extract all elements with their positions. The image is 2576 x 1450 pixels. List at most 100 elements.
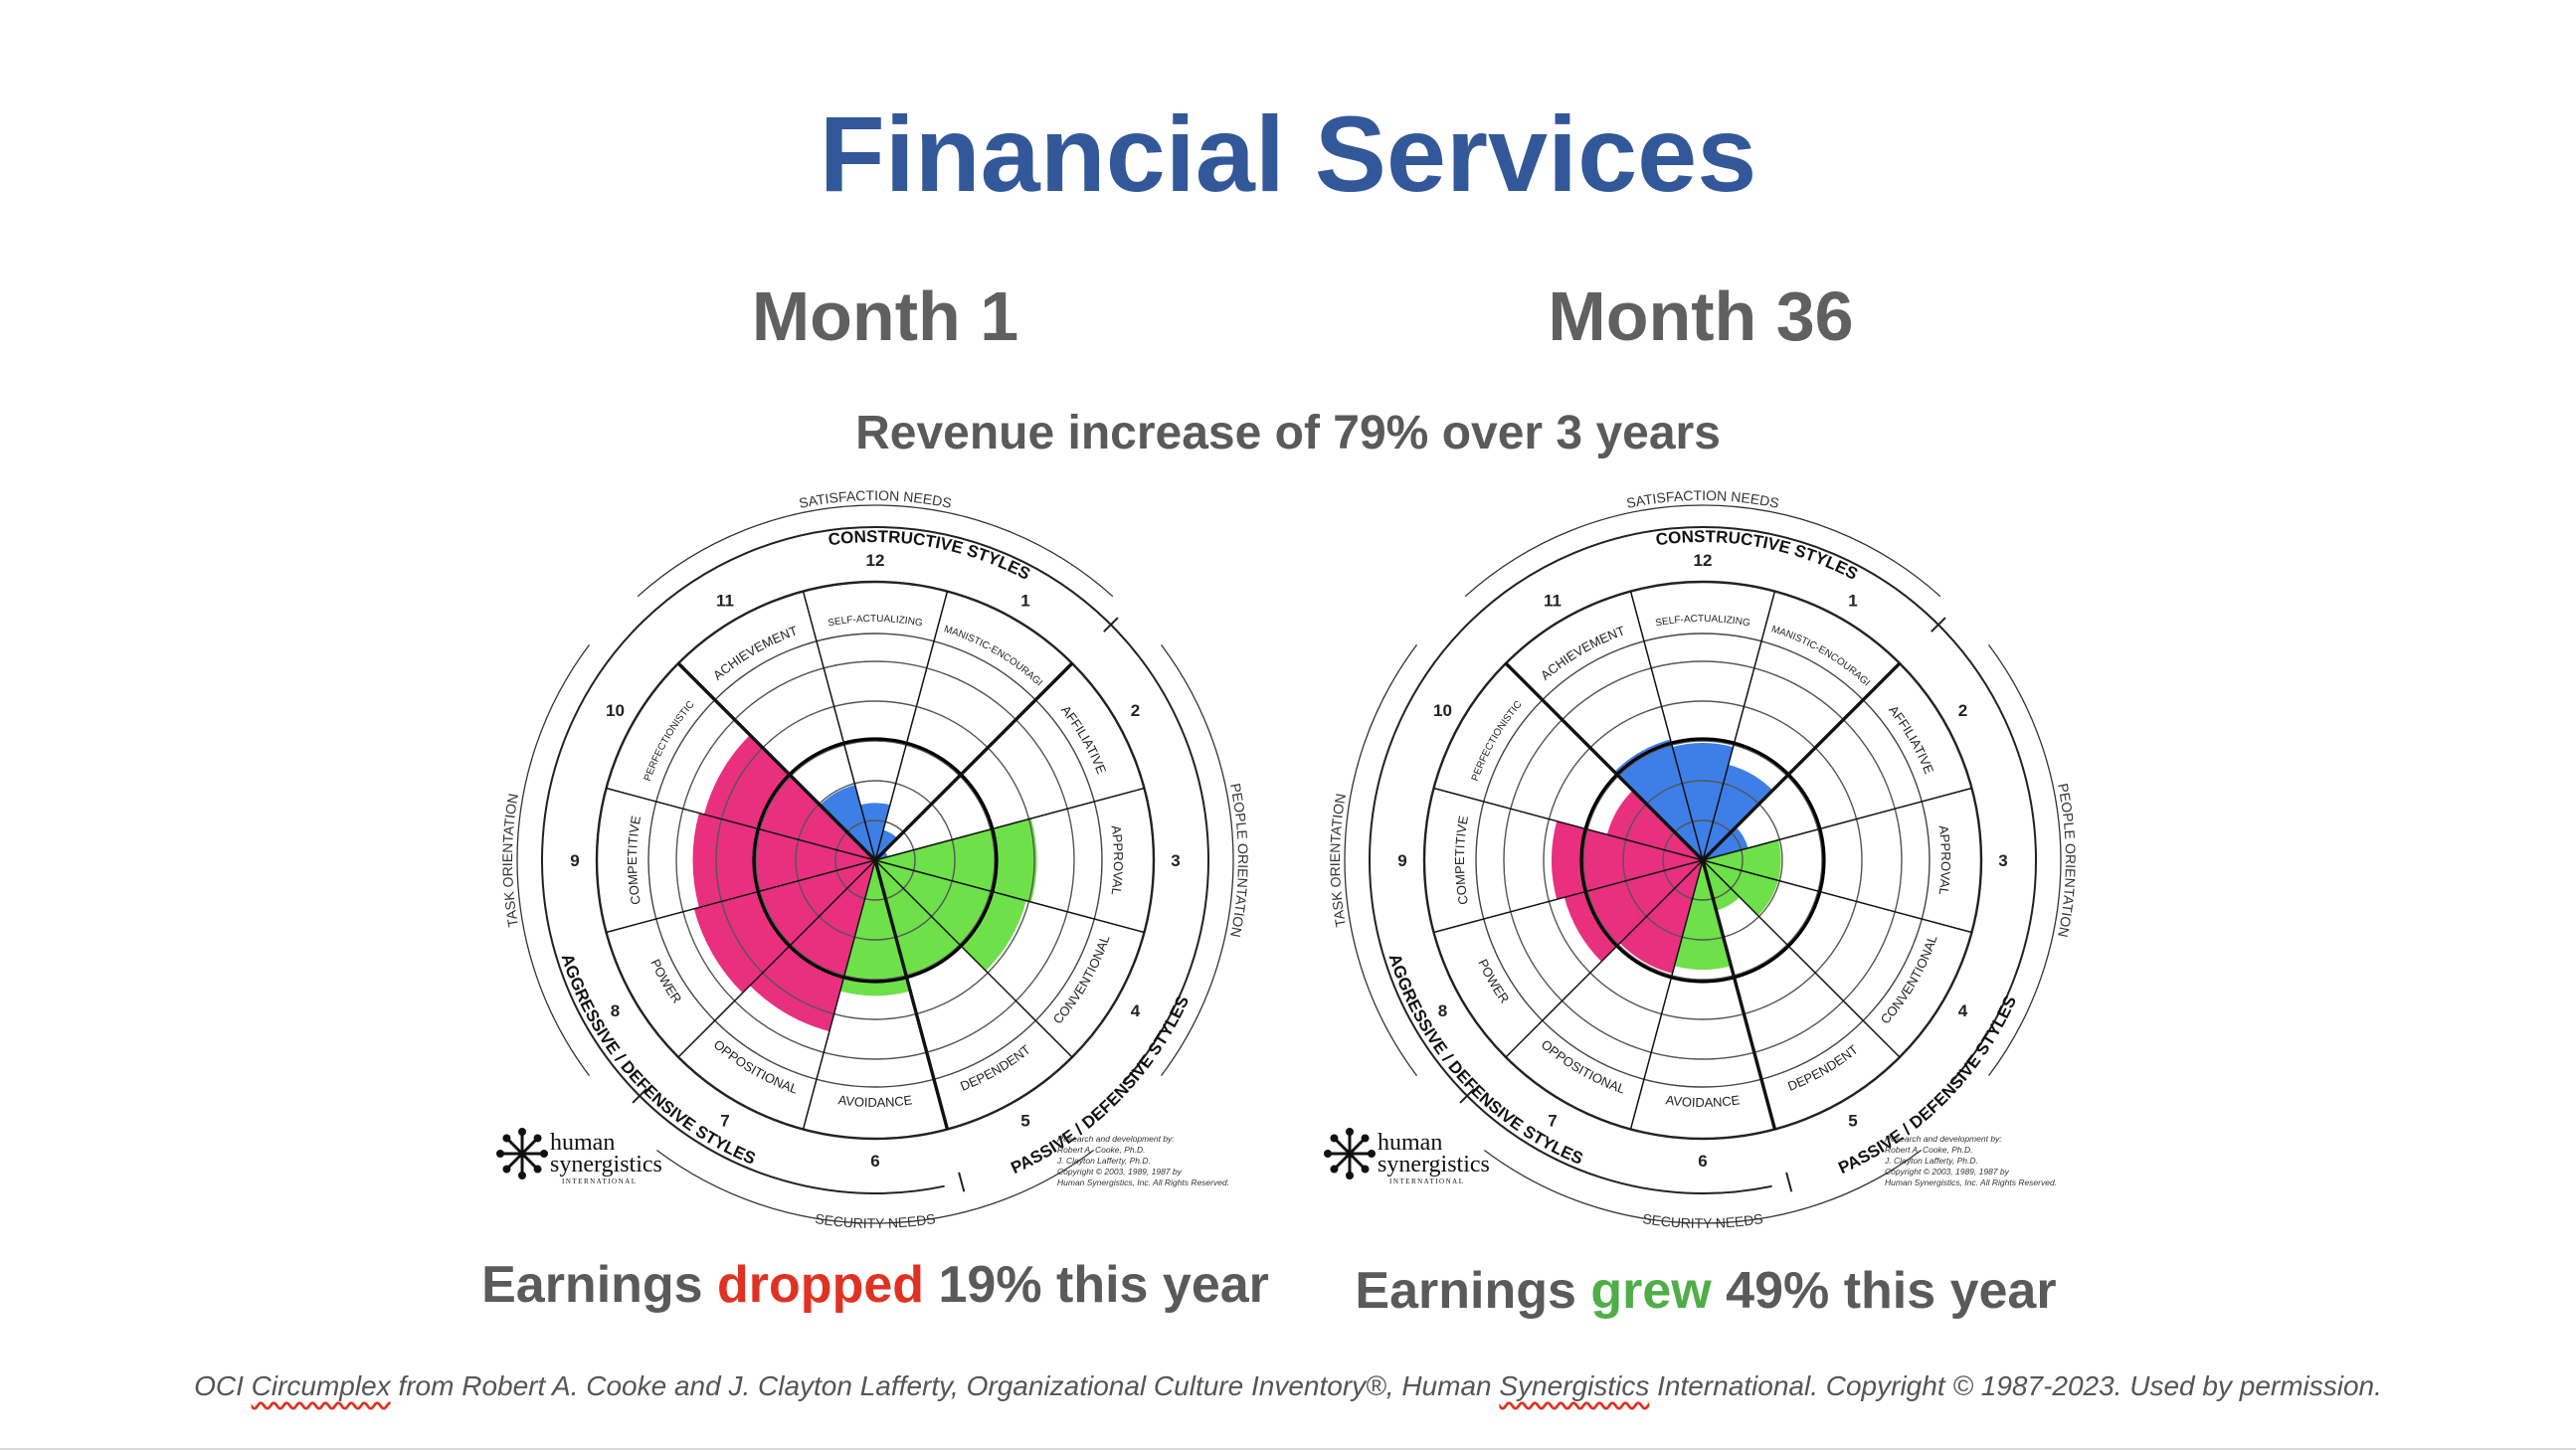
- segment-divider: [606, 859, 876, 934]
- segment-divider: [1629, 859, 1704, 1130]
- needs-label-task: TASK ORIENTATION: [499, 793, 521, 929]
- segment-divider: [874, 859, 1073, 1058]
- style-number: 12: [866, 551, 885, 570]
- logo-ray-icon: [1348, 1152, 1366, 1170]
- page-title: Financial Services: [819, 93, 1757, 214]
- style-label-self-actualizing: SELF-ACTUALIZING: [828, 614, 924, 630]
- style-bar-competitive: [692, 813, 875, 908]
- style-label-perfectionistic: PERFECTIONISTIC: [1470, 699, 1525, 783]
- logo-ray-icon: [520, 1152, 538, 1170]
- logo-ray-icon: [506, 1138, 524, 1156]
- style-number: 11: [1544, 591, 1562, 610]
- research-credit-line: Human Synergistics, Inc. All Rights Rese…: [1885, 1178, 2057, 1187]
- style-bar-oppositional: [1619, 860, 1703, 974]
- style-bar-power: [1564, 860, 1703, 962]
- cluster-tick: [632, 1088, 647, 1104]
- percentile-ring: [675, 660, 1075, 1060]
- cluster-tick: [1931, 617, 1946, 633]
- logo-dot-icon: [1361, 1165, 1370, 1174]
- footer-text-circumplex: Circumplex: [251, 1370, 391, 1401]
- percentile-ring: [755, 740, 996, 981]
- segment-divider: [802, 859, 876, 1130]
- logo-dot-icon: [533, 1134, 542, 1143]
- percentile-ring: [1582, 740, 1823, 981]
- style-bar-affiliative: [1703, 826, 1748, 860]
- logo-dot-icon: [1346, 1172, 1354, 1179]
- needs-label-task: TASK ORIENTATION: [1327, 793, 1349, 929]
- earnings-month-36: Earnings grew 49% this year: [1208, 1261, 2203, 1321]
- revenue-subtitle: Revenue increase of 79% over 3 years: [855, 407, 1721, 459]
- segment-divider: [1702, 859, 1901, 1058]
- logo-text-synergistics: synergistics: [1378, 1152, 1490, 1178]
- style-number: 6: [1698, 1152, 1707, 1171]
- research-credit-line: J. Clayton Lafferty, Ph.D.: [1884, 1156, 1978, 1166]
- percentile-ring: [834, 819, 916, 901]
- style-bar-humanistic-encouraging: [1703, 764, 1773, 860]
- style-number: 3: [1998, 851, 2007, 870]
- cluster-arc: [1454, 1082, 1772, 1194]
- logo-ray-icon: [520, 1138, 538, 1156]
- research-credit-line: Human Synergistics, Inc. All Rights Rese…: [1057, 1178, 1229, 1187]
- style-bar-achievement: [1614, 739, 1703, 860]
- segment-divider: [874, 591, 949, 861]
- logo-dot-icon: [1346, 1128, 1354, 1136]
- logo-dot-icon: [1324, 1150, 1332, 1158]
- style-label-affiliative: AFFILIATIVE: [1886, 702, 1936, 776]
- style-bar-achievement: [820, 785, 875, 860]
- style-label-achievement: ACHIEVEMENT: [1538, 623, 1627, 682]
- earnings-grew-word: grew: [1590, 1262, 1712, 1320]
- style-label-conventional: CONVENTIONAL: [1050, 933, 1113, 1026]
- logo-ray-icon: [1334, 1152, 1352, 1170]
- segment-divider: [1433, 787, 1704, 861]
- needs-arrow-arc: [655, 1149, 1095, 1224]
- style-label-dependent: DEPENDENT: [958, 1042, 1033, 1094]
- style-number: 7: [720, 1112, 729, 1131]
- style-bar-self-actualizing: [860, 803, 890, 860]
- logo-ray-icon: [1348, 1138, 1366, 1156]
- style-label-avoidance: AVOIDANCE: [837, 1092, 914, 1110]
- earnings-prefix: Earnings: [1355, 1262, 1591, 1320]
- style-label-self-actualizing: SELF-ACTUALIZING: [1655, 614, 1751, 630]
- cluster-arc: [1369, 526, 2037, 1084]
- style-label-power: POWER: [647, 957, 684, 1005]
- logo-dot-icon: [1330, 1134, 1339, 1143]
- style-number: 5: [1848, 1112, 1857, 1131]
- segment-divider: [1701, 859, 1777, 1130]
- logo-text-human: human: [550, 1130, 615, 1156]
- needs-label-people: PEOPLE ORIENTATION: [1227, 782, 1251, 939]
- style-number: 4: [1958, 1001, 1968, 1020]
- style-bar-power: [693, 860, 875, 994]
- percentile-ring: [1543, 700, 1863, 1020]
- research-credit-line: Robert A. Cooke, Ph.D.: [1885, 1145, 1973, 1155]
- footer-text-synergistics: Synergistics: [1499, 1370, 1650, 1401]
- cluster-title-constructive: CONSTRUCTIVE STYLES: [828, 527, 1033, 584]
- logo-text-synergistics: synergistics: [550, 1152, 662, 1178]
- copyright-footer: OCI Circumplex from Robert A. Cooke and …: [0, 1370, 2576, 1402]
- style-bar-dependent: [875, 860, 961, 977]
- logo-text-international: INTERNATIONAL: [1389, 1178, 1465, 1185]
- needs-label-people: PEOPLE ORIENTATION: [2055, 782, 2079, 939]
- segment-divider: [1505, 859, 1704, 1058]
- logo-dot-icon: [540, 1150, 548, 1158]
- research-credit-line: Robert A. Cooke, Ph.D.: [1057, 1145, 1146, 1155]
- needs-label-satisfaction: SATISFACTION NEEDS: [798, 487, 953, 511]
- logo-ray-icon: [1334, 1138, 1352, 1156]
- style-label-avoidance: AVOIDANCE: [1665, 1092, 1742, 1110]
- style-number: 1: [1020, 591, 1029, 610]
- segment-divider: [676, 661, 877, 862]
- fiftieth-percentile-ring: [1579, 737, 1826, 984]
- cluster-tick: [1103, 617, 1119, 633]
- segment-divider: [1702, 591, 1776, 861]
- style-bar-avoidance: [1674, 860, 1732, 971]
- style-number: 10: [1433, 701, 1452, 720]
- cluster-arc: [541, 526, 1209, 1084]
- style-label-approval: APPROVAL: [1936, 824, 1953, 896]
- style-bar-competitive: [1552, 820, 1703, 900]
- style-label-competitive: COMPETITIVE: [625, 815, 644, 906]
- label-band-inner-ring: [1475, 633, 1931, 1088]
- cluster-tick: [1785, 1172, 1793, 1192]
- percentile-ring: [1503, 660, 1903, 1060]
- logo-text-human: human: [1378, 1130, 1442, 1156]
- percentile-ring: [795, 780, 956, 941]
